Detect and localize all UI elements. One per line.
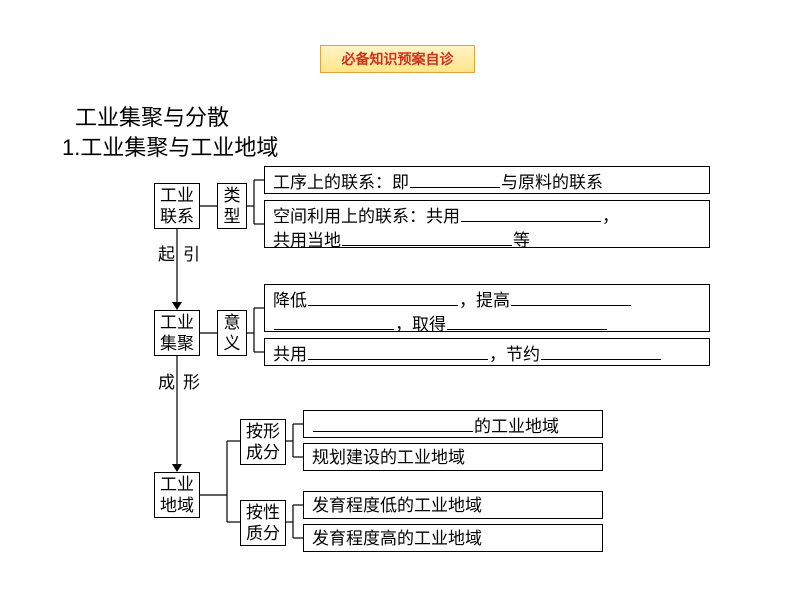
- leaf-l4: 共用，节约: [264, 338, 710, 366]
- leaf-l5: 的工业地域: [303, 410, 603, 438]
- leaf-l3: 降低，提高，取得: [264, 284, 710, 332]
- leaf-l7: 发育程度低的工业地域: [303, 491, 603, 519]
- node-leixing: 类 型: [217, 183, 247, 229]
- fill-blank: [308, 288, 458, 306]
- fill-blank: [511, 288, 631, 306]
- fill-blank: [308, 342, 488, 360]
- node-jiju: 工业 集聚: [154, 310, 200, 356]
- fill-blank: [461, 204, 601, 222]
- leaf-l1: 工序上的联系：即与原料的联系: [264, 166, 710, 194]
- leaf-l2: 空间利用上的联系：共用，共用当地等: [264, 200, 710, 248]
- node-lianxi: 工业 联系: [154, 183, 200, 229]
- fill-blank: [313, 414, 473, 432]
- leaf-l6: 规划建设的工业地域: [303, 443, 603, 471]
- fill-blank: [410, 170, 500, 188]
- fill-blank: [342, 228, 512, 246]
- fill-blank: [274, 312, 394, 330]
- arrow-label-a2: 形 成: [152, 373, 202, 392]
- node-xingcheng: 按形 成分: [240, 419, 286, 465]
- node-xingzhi: 按性 质分: [240, 500, 286, 546]
- node-diyu: 工业 地域: [154, 472, 200, 518]
- arrow-label-a1: 引 起: [152, 245, 202, 264]
- fill-blank: [447, 312, 607, 330]
- node-yiyi: 意 义: [217, 310, 247, 356]
- fill-blank: [541, 342, 661, 360]
- leaf-l8: 发育程度高的工业地域: [303, 524, 603, 552]
